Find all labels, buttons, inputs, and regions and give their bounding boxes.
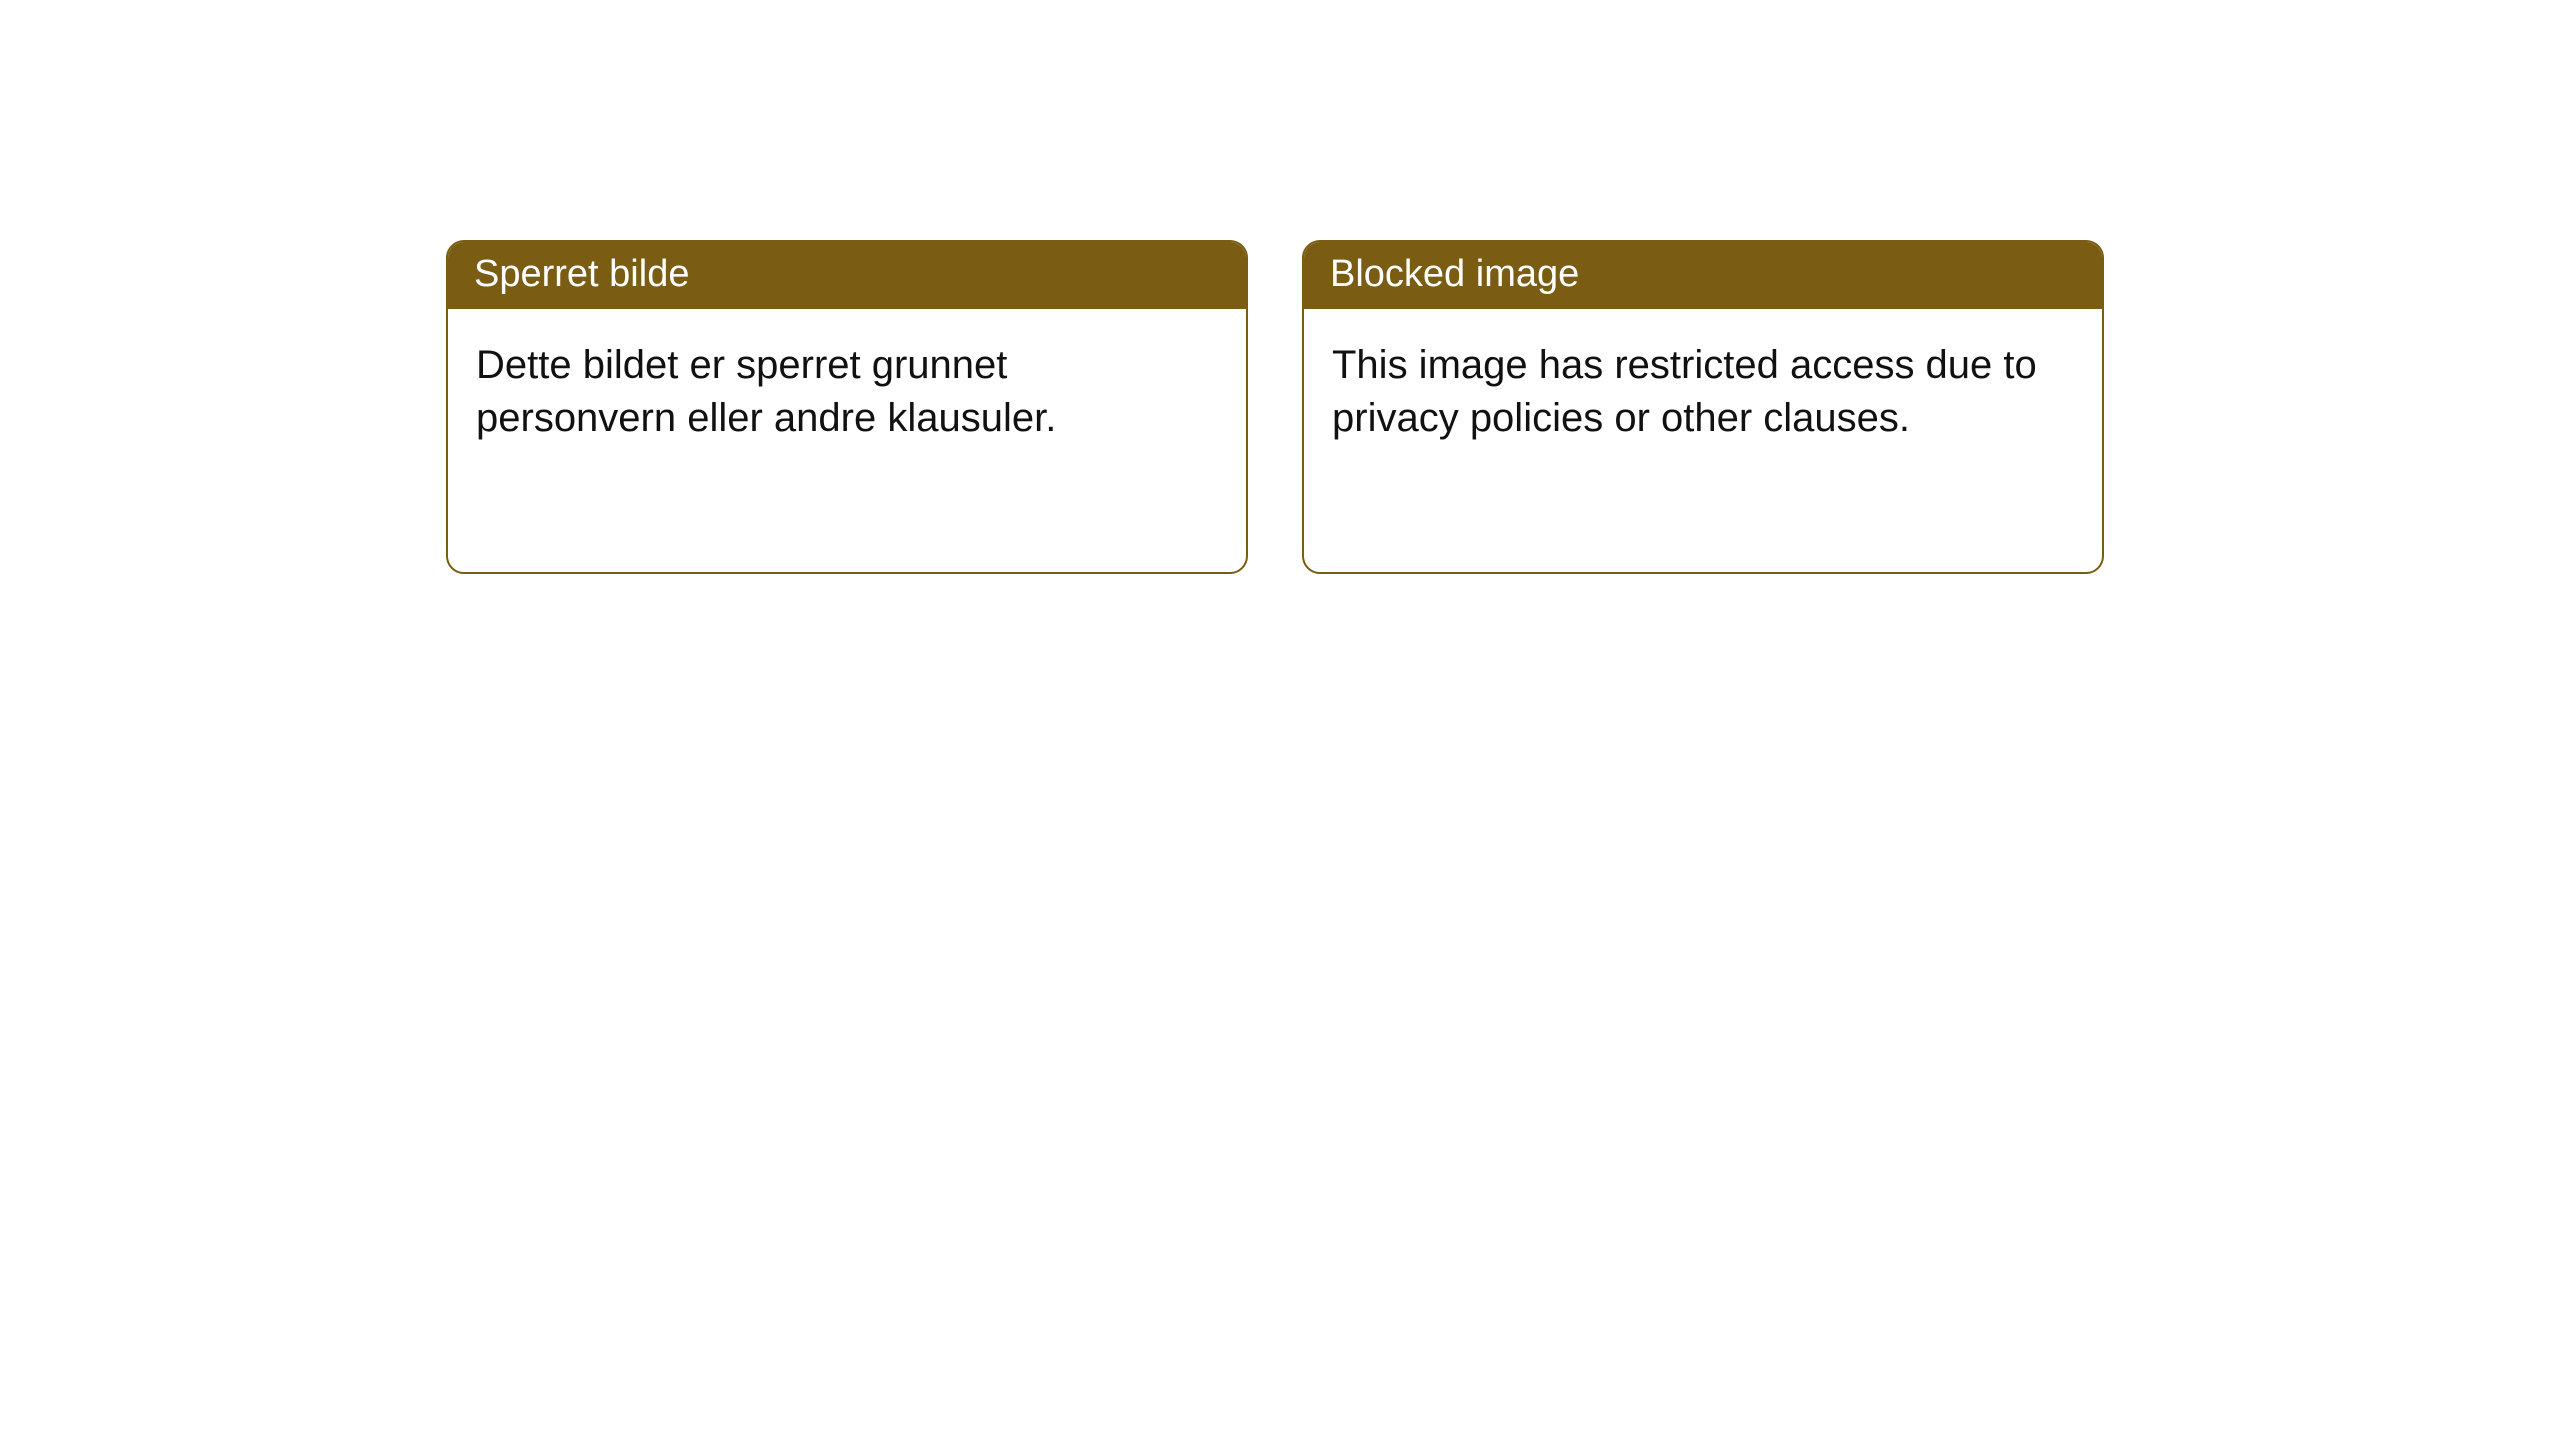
- card-header-no: Sperret bilde: [448, 242, 1246, 309]
- card-title: Sperret bilde: [474, 253, 689, 295]
- card-message: Dette bildet er sperret grunnet personve…: [476, 343, 1056, 440]
- card-body-no: Dette bildet er sperret grunnet personve…: [448, 309, 1246, 475]
- card-header-en: Blocked image: [1304, 242, 2102, 309]
- card-title: Blocked image: [1330, 253, 1579, 295]
- card-body-en: This image has restricted access due to …: [1304, 309, 2102, 475]
- notice-card-no: Sperret bilde Dette bildet er sperret gr…: [446, 240, 1248, 574]
- card-message: This image has restricted access due to …: [1332, 343, 2037, 440]
- notice-card-en: Blocked image This image has restricted …: [1302, 240, 2104, 574]
- notice-container: Sperret bilde Dette bildet er sperret gr…: [0, 0, 2560, 574]
